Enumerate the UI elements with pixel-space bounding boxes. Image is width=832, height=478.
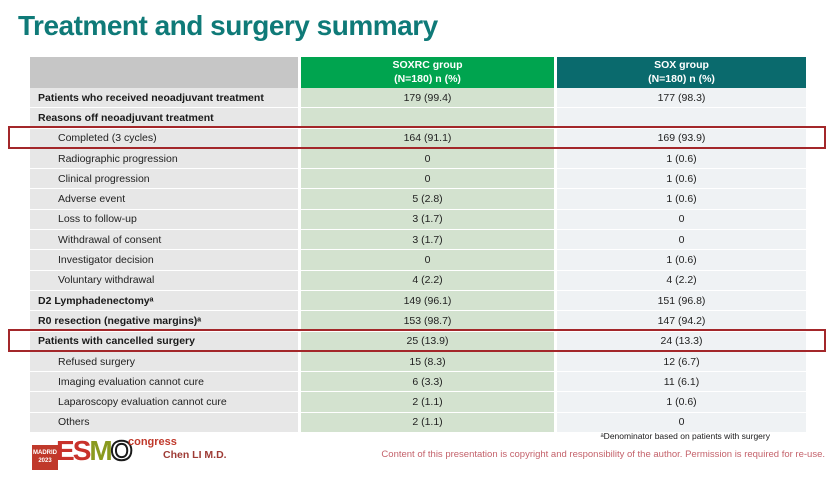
row-label: Adverse event xyxy=(30,189,298,210)
table-row: Clinical progression 0 1 (0.6) xyxy=(30,169,806,190)
row-label: Loss to follow-up xyxy=(30,209,298,231)
header-sox-line2: (N=180) n (%) xyxy=(648,72,715,85)
table-row: Others 2 (1.1) 0 xyxy=(30,412,806,434)
sox-value: 151 (96.8) xyxy=(557,290,806,312)
row-label: Voluntary withdrawal xyxy=(30,270,298,291)
madrid-2023-badge: MADRID 2023 xyxy=(32,445,58,470)
row-label: Withdrawal of consent xyxy=(30,230,298,251)
soxrc-value: 2 (1.1) xyxy=(301,392,554,413)
soxrc-value: 25 (13.9) xyxy=(301,331,554,352)
sox-value: 147 (94.2) xyxy=(557,311,806,332)
soxrc-value: 0 xyxy=(301,169,554,190)
row-label: Patients who received neoadjuvant treatm… xyxy=(30,88,298,109)
soxrc-value: 6 (3.3) xyxy=(301,372,554,393)
slide-title: Treatment and surgery summary xyxy=(18,10,438,41)
soxrc-value: 0 xyxy=(301,250,554,271)
treatment-surgery-table: SOXRC group (N=180) n (%) SOX group (N=1… xyxy=(8,57,826,434)
soxrc-value: 153 (98.7) xyxy=(301,311,554,332)
table-row: Refused surgery 15 (8.3) 12 (6.7) xyxy=(30,351,806,373)
row-label: D2 Lymphadenectomyᵃ xyxy=(30,290,298,312)
soxrc-value xyxy=(301,108,554,129)
sox-value: 1 (0.6) xyxy=(557,169,806,190)
table-row: Adverse event 5 (2.8) 1 (0.6) xyxy=(30,189,806,210)
sox-value xyxy=(557,108,806,129)
author-credit: Chen LI M.D. xyxy=(163,449,227,461)
soxrc-value: 4 (2.2) xyxy=(301,270,554,291)
sox-value: 1 (0.6) xyxy=(557,392,806,413)
row-label: Reasons off neoadjuvant treatment xyxy=(30,108,298,129)
esmo-letter: M xyxy=(89,435,112,466)
esmo-wordmark: ESMO xyxy=(56,435,134,466)
table-row: Voluntary withdrawal 4 (2.2) 4 (2.2) xyxy=(30,270,806,291)
sox-value: 1 (0.6) xyxy=(557,189,806,210)
row-label: Investigator decision xyxy=(30,250,298,271)
row-label: R0 resection (negative margins)ᵃ xyxy=(30,311,298,332)
header-soxrc-line1: SOXRC group xyxy=(392,58,463,71)
soxrc-value: 2 (1.1) xyxy=(301,412,554,434)
sox-value: 169 (93.9) xyxy=(557,128,806,149)
table-row: Patients with cancelled surgery 25 (13.9)… xyxy=(8,329,826,353)
table-header-row: SOXRC group (N=180) n (%) SOX group (N=1… xyxy=(30,57,806,88)
table-row: Reasons off neoadjuvant treatment xyxy=(30,108,806,129)
sox-value: 4 (2.2) xyxy=(557,270,806,291)
sox-value: 1 (0.6) xyxy=(557,250,806,271)
soxrc-value: 149 (96.1) xyxy=(301,290,554,312)
table-row: Loss to follow-up 3 (1.7) 0 xyxy=(30,209,806,231)
congress-label: congress xyxy=(128,436,177,448)
soxrc-value: 5 (2.8) xyxy=(301,189,554,210)
table-row: Radiographic progression 0 1 (0.6) xyxy=(30,148,806,170)
soxrc-value: 179 (99.4) xyxy=(301,88,554,109)
row-label: Others xyxy=(30,412,298,434)
header-soxrc-group: SOXRC group (N=180) n (%) xyxy=(301,57,554,88)
row-label: Patients with cancelled surgery xyxy=(30,331,298,352)
esmo-letter: O xyxy=(110,435,134,466)
madrid-label: MADRID xyxy=(33,450,57,457)
row-label: Imaging evaluation cannot cure xyxy=(30,372,298,393)
sox-value: 177 (98.3) xyxy=(557,88,806,109)
table-row: Withdrawal of consent 3 (1.7) 0 xyxy=(30,230,806,251)
table-body: Patients who received neoadjuvant treatm… xyxy=(8,88,826,434)
denominator-footnote: ᵃDenominator based on patients with surg… xyxy=(600,431,770,441)
copyright-notice: Content of this presentation is copyrigh… xyxy=(381,449,825,460)
sox-value: 0 xyxy=(557,412,806,434)
row-label: Refused surgery xyxy=(30,351,298,373)
soxrc-value: 164 (91.1) xyxy=(301,128,554,149)
soxrc-value: 3 (1.7) xyxy=(301,230,554,251)
sox-value: 0 xyxy=(557,230,806,251)
table-row: Completed (3 cycles) 164 (91.1) 169 (93.9) xyxy=(8,126,826,150)
sox-value: 1 (0.6) xyxy=(557,148,806,170)
row-label: Laparoscopy evaluation cannot cure xyxy=(30,392,298,413)
soxrc-value: 0 xyxy=(301,148,554,170)
sox-value: 0 xyxy=(557,209,806,231)
soxrc-value: 3 (1.7) xyxy=(301,209,554,231)
table-row: R0 resection (negative margins)ᵃ 153 (98.… xyxy=(30,311,806,332)
sox-value: 11 (6.1) xyxy=(557,372,806,393)
table-row: D2 Lymphadenectomyᵃ 149 (96.1) 151 (96.8) xyxy=(30,290,806,312)
esmo-letter: S xyxy=(72,435,92,466)
row-label: Clinical progression xyxy=(30,169,298,190)
row-label: Radiographic progression xyxy=(30,148,298,170)
header-sox-group: SOX group (N=180) n (%) xyxy=(557,57,806,88)
table-row: Imaging evaluation cannot cure 6 (3.3) 11 … xyxy=(30,372,806,393)
esmo-congress-logo: MADRID 2023 ESMO congress xyxy=(30,435,177,474)
table-row: Patients who received neoadjuvant treatm… xyxy=(30,88,806,109)
year-label: 2023 xyxy=(38,457,52,464)
header-blank-cell xyxy=(30,57,298,88)
sox-value: 24 (13.3) xyxy=(557,331,806,352)
sox-value: 12 (6.7) xyxy=(557,351,806,373)
esmo-letter: E xyxy=(56,435,75,466)
table-row: Laparoscopy evaluation cannot cure 2 (1.1… xyxy=(30,392,806,413)
header-soxrc-line2: (N=180) n (%) xyxy=(394,72,461,85)
soxrc-value: 15 (8.3) xyxy=(301,351,554,373)
table-row: Investigator decision 0 1 (0.6) xyxy=(30,250,806,271)
header-sox-line1: SOX group xyxy=(654,58,709,71)
row-label: Completed (3 cycles) xyxy=(30,128,298,149)
